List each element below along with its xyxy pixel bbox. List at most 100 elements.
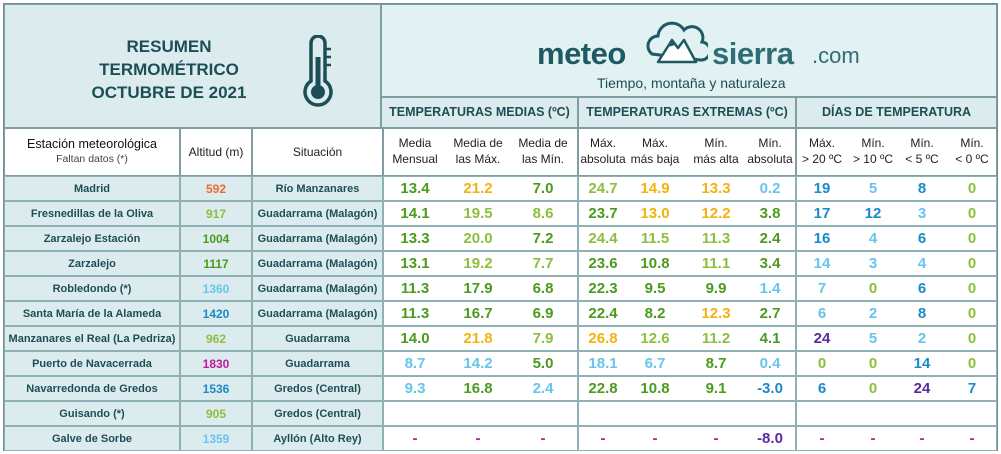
table-row: Madrid 592 Río Manzanares 13.4 21.2 7.0 24.7 14… xyxy=(4,176,997,201)
mountain-cloud-logo-icon xyxy=(646,21,708,64)
row-block-extremas xyxy=(578,226,796,251)
value-extremas: 12.3 xyxy=(701,305,731,322)
value-medias: 13.1 xyxy=(400,255,430,272)
col-header-estacion: Estación meteorológica Faltan datos (*) xyxy=(4,128,180,176)
value-extremas: 0.4 xyxy=(759,355,781,372)
logo-tagline: Tiempo, montaña y naturaleza xyxy=(597,75,786,91)
value-extremas: 12.6 xyxy=(640,330,670,347)
value-extremas: 18.1 xyxy=(588,355,618,372)
value-dias: 3 xyxy=(868,255,878,272)
col-header-line: Mensual xyxy=(392,152,438,166)
value-extremas: 2.4 xyxy=(759,230,781,247)
value-dias: 7 xyxy=(817,280,827,297)
value-dias: 24 xyxy=(913,380,931,397)
station-situation: Río Manzanares xyxy=(252,176,383,201)
col-header-media-mensual: Media Mensual xyxy=(383,135,447,167)
value-extremas: - xyxy=(713,430,719,447)
value-dias: - xyxy=(969,430,975,447)
station-altitude: 1360 xyxy=(180,276,252,301)
col-header-line: Máx. xyxy=(641,136,668,150)
value-medias xyxy=(385,401,445,426)
col-header-d-min10: Mín. > 10 ºC xyxy=(841,135,905,167)
title-panel: RESUMEN TERMOMÉTRICO OCTUBRE DE 2021 xyxy=(4,4,381,128)
col-header-line: Mín. xyxy=(910,136,934,150)
value-medias: 5.0 xyxy=(532,355,554,372)
value-dias: 14 xyxy=(913,355,931,372)
value-extremas: 4.1 xyxy=(759,330,781,347)
value-medias xyxy=(513,401,573,426)
value-medias: 14.1 xyxy=(400,205,430,222)
value-medias: 14.0 xyxy=(400,330,430,347)
value-extremas: 9.1 xyxy=(705,380,727,397)
value-dias: 19 xyxy=(813,180,831,197)
logo-meteo-text: meteo xyxy=(537,36,626,71)
value-extremas: 3.4 xyxy=(759,255,781,272)
value-extremas: - xyxy=(652,430,658,447)
value-medias: 7.2 xyxy=(532,230,554,247)
value-medias: 8.6 xyxy=(532,205,554,222)
col-header-line: Mín. xyxy=(960,136,984,150)
value-extremas: 2.7 xyxy=(759,305,781,322)
col-header-line: Media xyxy=(398,136,432,150)
row-block-medias xyxy=(383,251,578,276)
value-dias: 5 xyxy=(868,330,878,347)
value-dias: 0 xyxy=(868,280,878,297)
col-header-line: > 10 ºC xyxy=(852,152,894,166)
value-medias: 16.7 xyxy=(463,305,493,322)
col-header-line: más alta xyxy=(693,152,739,166)
value-medias: - xyxy=(540,430,546,447)
col-header-media-max: Media de las Máx. xyxy=(446,135,510,167)
value-extremas: 24.7 xyxy=(588,180,618,197)
value-extremas: 10.8 xyxy=(640,380,670,397)
station-situation: Guadarrama xyxy=(252,351,383,376)
row-block-extremas xyxy=(578,426,796,451)
col-header-line: las Mín. xyxy=(521,152,564,166)
station-situation: Guadarrama (Malagón) xyxy=(252,301,383,326)
value-dias: - xyxy=(870,430,876,447)
col-header-altitud: Altitud (m) xyxy=(180,128,252,176)
value-dias: 4 xyxy=(917,255,927,272)
row-block-medias xyxy=(383,351,578,376)
station-situation: Gredos (Central) xyxy=(252,401,383,426)
col-header-line: Máx. xyxy=(808,136,835,150)
row-block-dias xyxy=(796,351,997,376)
value-dias: 24 xyxy=(813,330,831,347)
value-dias xyxy=(942,401,1001,426)
col-header-extremas-block xyxy=(578,128,796,176)
col-header-line: Máx. xyxy=(589,136,616,150)
table-row: Zarzalejo 1117 Guadarrama (Malagón) 13.1 19.… xyxy=(4,251,997,276)
row-block-dias xyxy=(796,301,997,326)
value-extremas: 3.8 xyxy=(759,205,781,222)
group-header-extremas: TEMPERATURAS EXTREMAS (ºC) xyxy=(578,97,796,128)
station-altitude: 1830 xyxy=(180,351,252,376)
value-medias: - xyxy=(412,430,418,447)
value-dias: 0 xyxy=(817,355,827,372)
station-altitude: 1536 xyxy=(180,376,252,401)
page-title: RESUMEN TERMOMÉTRICO OCTUBRE DE 2021 xyxy=(69,35,269,104)
table-row: Guisando (*) 905 Gredos (Central) xyxy=(4,401,997,426)
value-extremas: 22.4 xyxy=(588,305,618,322)
value-extremas: 23.6 xyxy=(588,255,618,272)
value-extremas: 9.5 xyxy=(644,280,666,297)
station-name: Robledondo (*) xyxy=(4,276,180,301)
value-extremas: 14.9 xyxy=(640,180,670,197)
value-medias: 9.3 xyxy=(404,380,426,397)
value-extremas: 24.4 xyxy=(588,230,618,247)
value-dias: 0 xyxy=(967,305,977,322)
value-dias: 8 xyxy=(917,305,927,322)
value-dias: - xyxy=(919,430,925,447)
value-medias: 6.8 xyxy=(532,280,554,297)
col-header-line: absoluta xyxy=(747,152,793,166)
table-row: Fresnedillas de la Oliva 917 Guadarrama (M… xyxy=(4,201,997,226)
value-dias: 6 xyxy=(917,230,927,247)
station-name: Puerto de Navacerrada xyxy=(4,351,180,376)
col-header-max-abs: Máx. absoluta xyxy=(571,135,635,167)
station-altitude: 917 xyxy=(180,201,252,226)
value-extremas: 13.3 xyxy=(701,180,731,197)
col-header-d-min0: Mín. < 0 ºC xyxy=(940,135,1001,167)
value-extremas: -8.0 xyxy=(757,430,783,447)
value-dias: 0 xyxy=(967,280,977,297)
value-medias: 8.7 xyxy=(404,355,426,372)
col-header-line: Media de xyxy=(453,136,503,150)
value-extremas: 10.8 xyxy=(640,255,670,272)
